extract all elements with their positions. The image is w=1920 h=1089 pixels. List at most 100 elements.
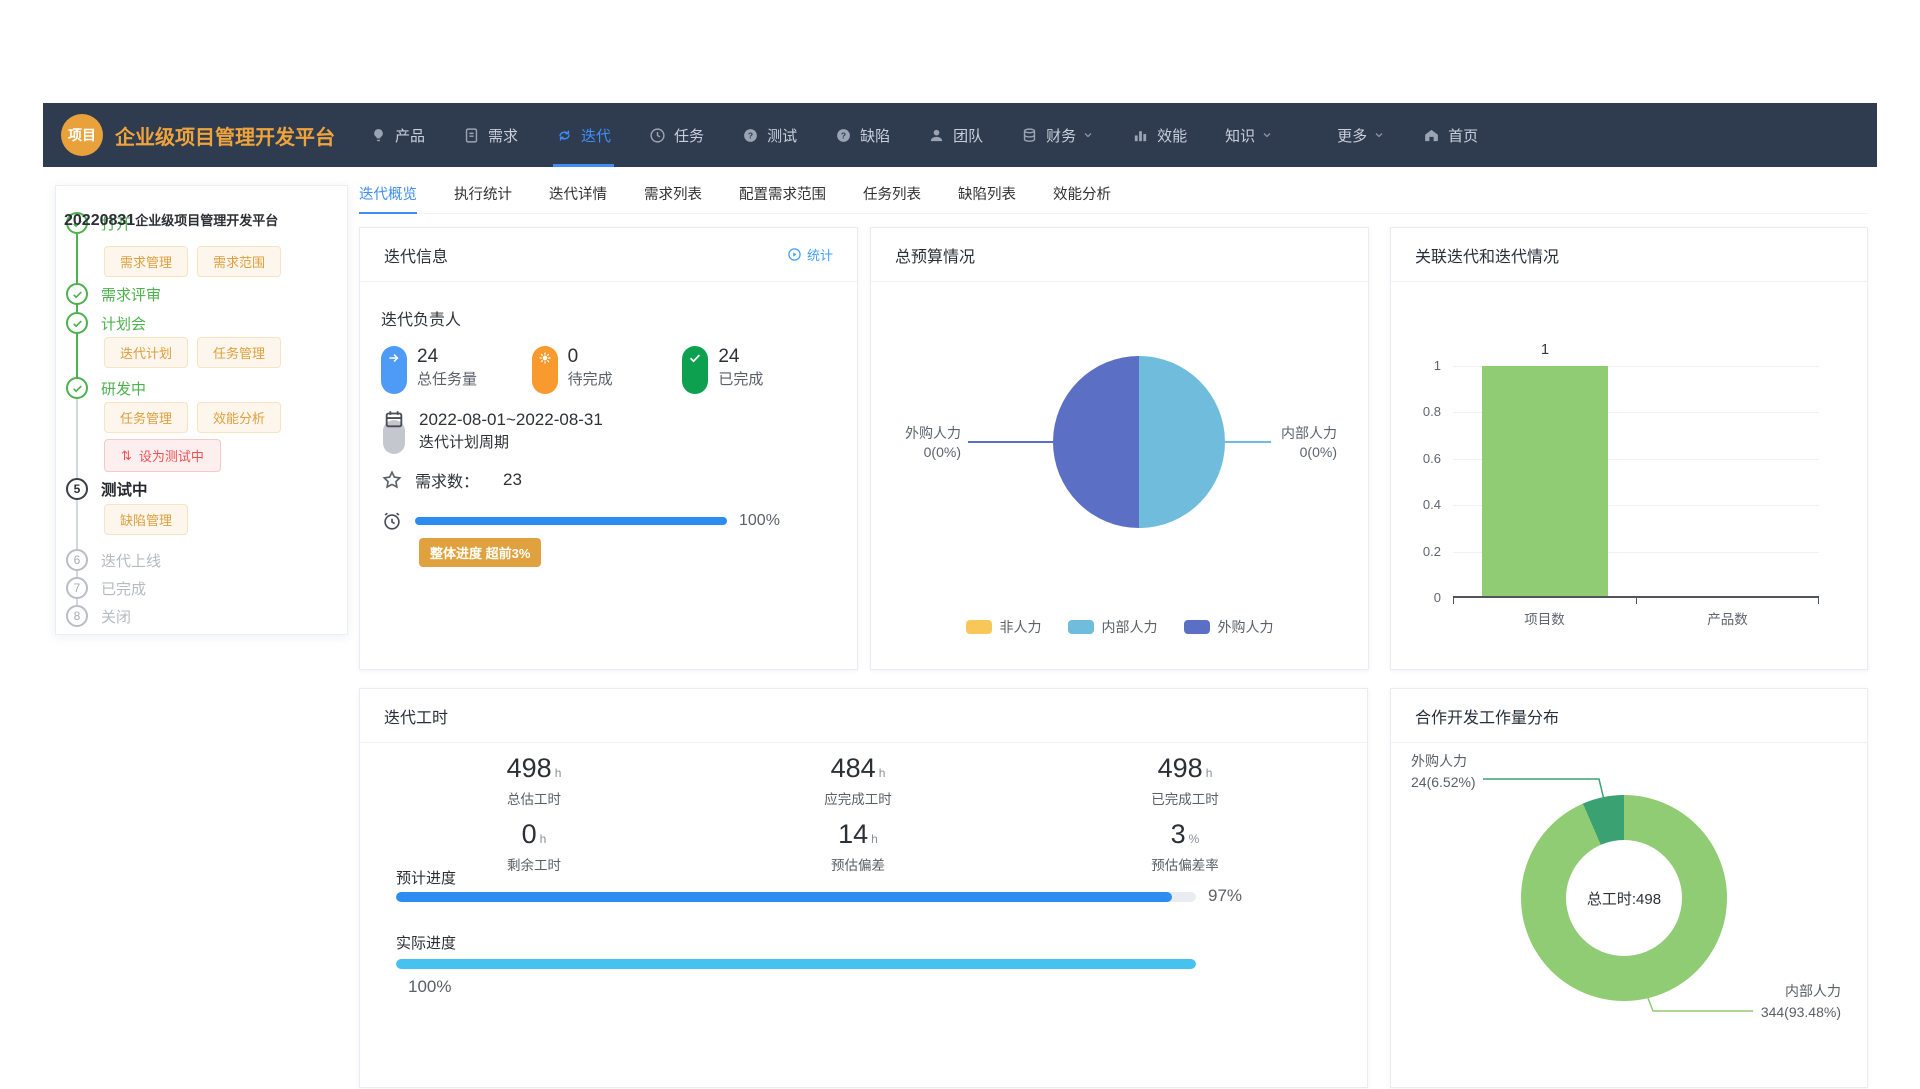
nav-item-testing[interactable]: ? 测试 [723,103,816,167]
workflow-step-finished[interactable]: 7 已完成 [66,577,146,599]
legend-item-outsourced[interactable]: 外购人力 [1183,617,1274,637]
requirements-row: 需求数： 23 [381,468,833,492]
chevron-down-icon [1082,129,1094,141]
y-axis-tick: 1 [1433,358,1441,373]
workload-donut-chart: 总工时:498 [1521,795,1727,1001]
workflow-step-review[interactable]: 需求评审 [66,283,161,305]
workflow-step-closed[interactable]: 8 关闭 [66,605,131,627]
tab-overview[interactable]: 迭代概览 [359,183,417,214]
step-buttons: 需求管理 需求范围 [104,246,282,277]
stat-label: 待完成 [567,371,613,388]
step-label: 需求评审 [101,286,162,304]
gridline [1453,505,1819,506]
tab-defect-list[interactable]: 缺陷列表 [958,187,1016,203]
overall-progress-percent: 100% [739,512,780,529]
stat-label: 预估偏差率 [1151,858,1219,873]
nav-item-defects[interactable]: ? 缺陷 [816,103,909,167]
bar-chart-icon [1132,127,1149,144]
stat-value: 484 [830,753,876,783]
legend-item-nonhuman[interactable]: 非人力 [965,617,1042,637]
card-title: 迭代信息 [384,248,449,266]
stat-label: 已完成工时 [1151,792,1219,807]
nav-item-team[interactable]: 团队 [909,103,1002,167]
legend-label: 外购人力 [1217,619,1274,635]
workflow-step-developing[interactable]: 研发中 [66,377,146,399]
task-manage-button[interactable]: 任务管理 [197,337,282,368]
stat-label: 预估偏差 [831,858,885,873]
stat-value: 3 [1170,819,1186,849]
check-circle-icon [66,212,88,234]
card-header: 合作开发工作量分布 [1391,689,1867,743]
app-logo[interactable]: 项目 [61,114,103,156]
requirement-manage-button[interactable]: 需求管理 [104,246,189,277]
chevron-down-icon [1261,129,1273,141]
requirement-scope-button[interactable]: 需求范围 [197,246,282,277]
check-pill-icon [682,346,709,394]
bar-value-label: 1 [1540,342,1550,358]
y-axis-tick: 0.8 [1422,404,1441,419]
step-buttons: 缺陷管理 [104,504,189,535]
document-icon [463,127,480,144]
task-manage-button[interactable]: 任务管理 [104,402,189,433]
y-axis-tick: 0.6 [1422,451,1441,466]
nav-item-requirements[interactable]: 需求 [444,103,537,167]
requirements-count: 23 [503,470,522,489]
step-number-badge: 6 [66,549,88,571]
card-header: 关联迭代和迭代情况 [1391,228,1867,282]
step-label: 已完成 [101,580,147,598]
card-title: 关联迭代和迭代情况 [1415,248,1560,266]
question-circle-icon: ? [835,127,852,144]
nav-item-product[interactable]: 产品 [351,103,444,167]
workflow-step-open[interactable]: 打开 [66,212,131,234]
period-value: 2022-08-01~2022-08-31 [419,410,603,429]
calendar-icon [381,408,407,454]
tab-iteration-detail[interactable]: 迭代详情 [549,187,607,203]
step-buttons: 任务管理 效能分析 [104,402,282,433]
card-header: 迭代信息 统计 [360,228,857,282]
pie-label-internal: 内部人力 0(0%) [1281,425,1337,460]
efficiency-analysis-button[interactable]: 效能分析 [197,402,282,433]
legend-label: 内部人力 [1101,619,1158,635]
stat-value: 14 [838,819,869,849]
project-title: 20220831企业级项目管理开发平台 [64,210,350,230]
workflow-step-release[interactable]: 6 迭代上线 [66,549,161,571]
done-tasks-stat: 24 已完成 [682,346,833,394]
pie-leader-line [1225,441,1271,443]
x-axis-categories: 项目数 产品数 [1453,608,1819,628]
gridline [1453,552,1819,553]
tab-efficiency-analysis[interactable]: 效能分析 [1053,187,1111,203]
nav-item-iteration[interactable]: 迭代 [537,103,630,167]
play-circle-icon [787,247,802,262]
tab-task-list[interactable]: 任务列表 [863,187,921,203]
nav-item-more[interactable]: 更多 [1318,103,1404,167]
nav-item-home[interactable]: 首页 [1404,103,1497,167]
nav-item-tasks[interactable]: 任务 [630,103,723,167]
donut-label-outsourced: 外购人力 24(6.52%) [1411,753,1476,790]
legend-item-internal[interactable]: 内部人力 [1067,617,1158,637]
tab-execution-stats[interactable]: 执行统计 [454,187,512,203]
nav-item-finance[interactable]: 财务 [1002,103,1113,167]
nav-item-knowledge[interactable]: 知识 [1206,103,1292,167]
tab-requirement-list[interactable]: 需求列表 [644,187,702,203]
defect-manage-button[interactable]: 缺陷管理 [104,504,189,535]
timeline-connector-pending [76,399,78,605]
workflow-step-planning[interactable]: 计划会 [66,312,146,334]
projects-bar [1482,366,1608,596]
star-icon [381,469,403,491]
iteration-tabs: 迭代概览 执行统计 迭代详情 需求列表 配置需求范围 任务列表 缺陷列表 效能分… [359,183,1868,214]
step-label: 打开 [101,215,132,233]
nav-item-efficiency[interactable]: 效能 [1113,103,1206,167]
nav-item-label: 首页 [1448,127,1479,145]
stat-label: 总估工时 [507,792,561,807]
project-name: 企业级项目管理开发平台 [135,213,279,228]
card-title: 迭代工时 [384,709,449,727]
app-title: 企业级项目管理开发平台 [115,126,335,149]
set-testing-button[interactable]: ⇅ 设为测试中 [104,439,221,472]
stats-link[interactable]: 统计 [787,245,833,264]
tab-config-scope[interactable]: 配置需求范围 [739,187,826,203]
workflow-step-testing[interactable]: 5 测试中 [66,478,148,500]
stat-value: 0 [567,346,579,367]
step-label: 测试中 [101,482,148,499]
actual-progress-fill [396,959,1196,969]
iteration-plan-button[interactable]: 迭代计划 [104,337,189,368]
